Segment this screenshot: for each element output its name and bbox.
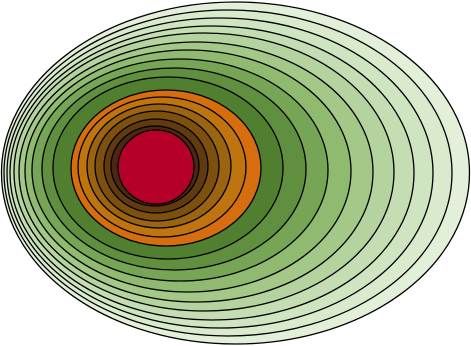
contour-core bbox=[117, 129, 195, 205]
